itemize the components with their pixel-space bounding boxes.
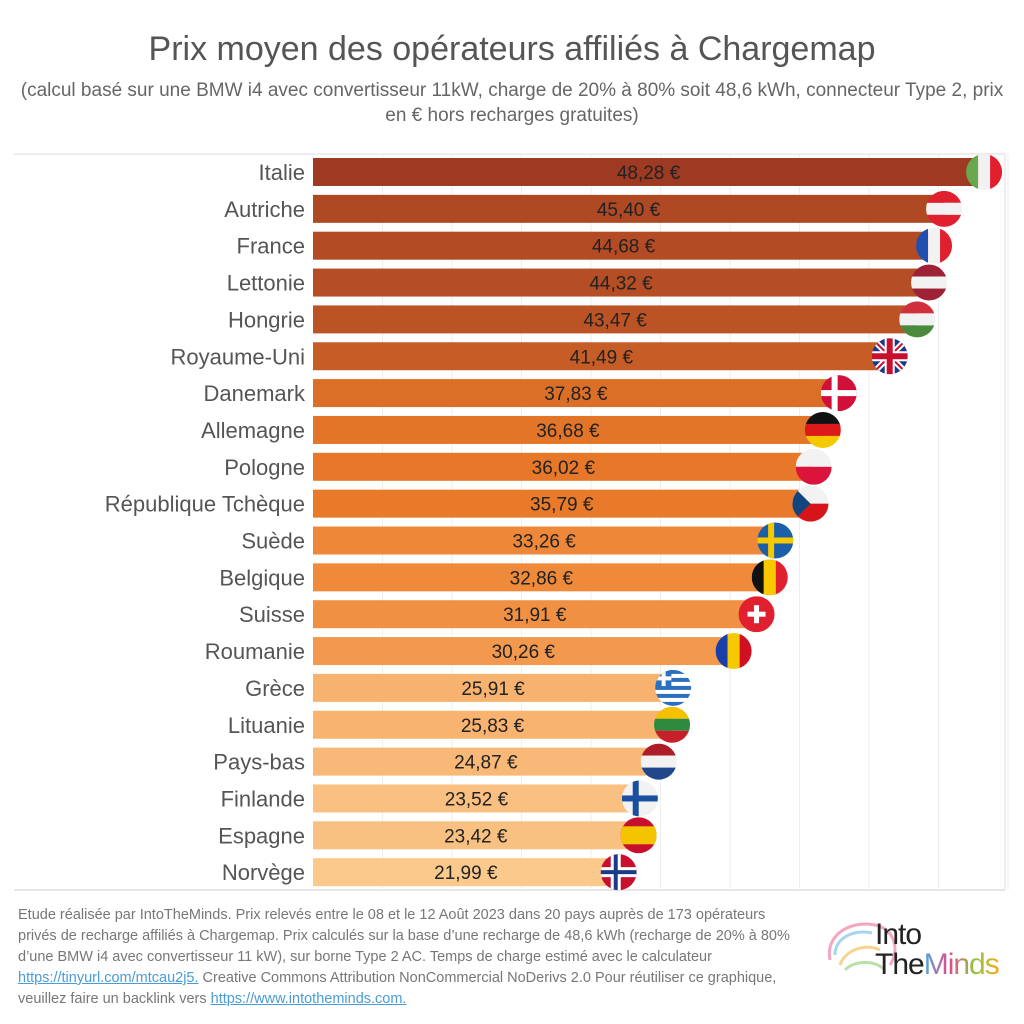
bar-value-label: 36,68 €: [536, 421, 600, 442]
flag-icon: [640, 743, 677, 780]
footer-note: Etude réalisée par IntoTheMinds. Prix re…: [18, 905, 798, 1010]
category-label: Italie: [259, 160, 305, 185]
bar: [313, 415, 823, 444]
flag-icon: [757, 522, 794, 559]
bar: [313, 342, 890, 371]
bar-value-label: 25,91 €: [461, 679, 525, 700]
category-label: Grèce: [245, 676, 305, 701]
flag-icon: [738, 596, 775, 633]
bar: [313, 489, 811, 518]
bar-value-label: 37,83 €: [544, 384, 608, 405]
category-label: Pays-bas: [213, 750, 305, 775]
bar: [313, 526, 776, 555]
bar-value-label: 23,42 €: [444, 826, 508, 847]
chart-subtitle: (calcul basé sur une BMW i4 avec convert…: [20, 80, 1004, 126]
logo-minds: Minds: [923, 948, 1000, 981]
flag-icon: [751, 559, 788, 596]
bar: [313, 379, 839, 408]
bar: [313, 710, 673, 739]
category-label: Pologne: [224, 455, 305, 480]
bar: [313, 268, 930, 297]
flag-icon: [899, 301, 936, 338]
category-label: Roumanie: [205, 639, 305, 664]
footer-text-2: Creative Commons Attribution NonCommerci…: [18, 970, 777, 1007]
flag-icon: [600, 854, 637, 891]
category-label: Suède: [241, 529, 305, 554]
flag-icon: [916, 227, 953, 264]
category-label: Danemark: [204, 381, 306, 406]
bar: [313, 600, 757, 629]
bar-value-label: 43,47 €: [583, 310, 647, 331]
bar: [313, 305, 918, 334]
bar: [313, 563, 770, 592]
bar-value-label: 21,99 €: [434, 863, 498, 884]
bar: [313, 158, 985, 186]
category-label: Allemagne: [201, 418, 305, 443]
bar: [313, 821, 639, 850]
brain-icon: [827, 922, 897, 972]
bar: [313, 673, 674, 702]
category-label: Belgique: [219, 565, 305, 590]
intotheminds-logo: Into TheMinds: [820, 910, 1010, 990]
category-label: Norvège: [222, 860, 305, 885]
flag-icon: [795, 448, 832, 485]
bar-value-label: 30,26 €: [492, 642, 556, 663]
flag-icon: [654, 706, 691, 743]
logo-line-1: Into: [875, 918, 922, 951]
bar: [313, 231, 935, 260]
flag-icon: [621, 780, 658, 817]
bar-value-label: 35,79 €: [530, 495, 594, 516]
bar-value-label: 45,40 €: [597, 200, 661, 221]
bar-value-label: 32,86 €: [510, 568, 574, 589]
bar-value-label: 23,52 €: [445, 789, 509, 810]
category-label: Royaume-Uni: [171, 344, 306, 369]
logo-the: The: [875, 948, 925, 981]
logo-line-2: TheMinds: [875, 948, 1000, 982]
footer-text: Etude réalisée par IntoTheMinds. Prix re…: [18, 907, 790, 965]
bar-value-label: 24,87 €: [454, 753, 518, 774]
flag-icon: [820, 375, 857, 412]
bar-value-label: 44,32 €: [589, 274, 653, 295]
category-label: République Tchèque: [105, 492, 305, 517]
flag-icon: [926, 190, 963, 227]
bar-value-label: 48,28 €: [617, 163, 681, 184]
bar: [313, 452, 814, 481]
website-link[interactable]: https://www.intotheminds.com.: [210, 991, 407, 1007]
flag-icon: [966, 154, 1003, 190]
bar-value-label: 36,02 €: [532, 458, 596, 479]
bar: [313, 637, 734, 666]
category-label: Hongrie: [228, 307, 305, 332]
category-label: Lettonie: [227, 271, 305, 296]
flag-icon: [792, 485, 829, 522]
bar-value-label: 31,91 €: [503, 605, 567, 626]
flag-icon: [804, 411, 841, 448]
bar-value-label: 44,68 €: [592, 237, 656, 258]
category-label: Espagne: [218, 823, 305, 848]
flag-icon: [911, 264, 948, 301]
chart-title: Prix moyen des opérateurs affiliés à Cha…: [148, 30, 876, 68]
flag-icon: [871, 338, 908, 375]
bar: [313, 747, 659, 776]
category-label: Finlande: [221, 786, 305, 811]
category-label: Suisse: [239, 602, 305, 627]
category-label: Autriche: [224, 197, 305, 222]
bar-value-label: 33,26 €: [512, 532, 576, 553]
bar: [313, 784, 640, 813]
category-label: France: [237, 234, 305, 259]
bar-value-label: 41,49 €: [570, 347, 634, 368]
bar-value-label: 25,83 €: [461, 716, 525, 737]
flag-icon: [715, 633, 752, 670]
bar-chart: 48,28 € Italie 45,40 € Autriche 44,68 € Franc…: [14, 153, 1009, 891]
flag-icon: [620, 817, 657, 854]
calculator-link[interactable]: https://tinyurl.com/mtcau2j5.: [18, 970, 199, 986]
bar: [313, 194, 945, 223]
bar: [313, 858, 619, 887]
category-label: Lituanie: [228, 713, 305, 738]
